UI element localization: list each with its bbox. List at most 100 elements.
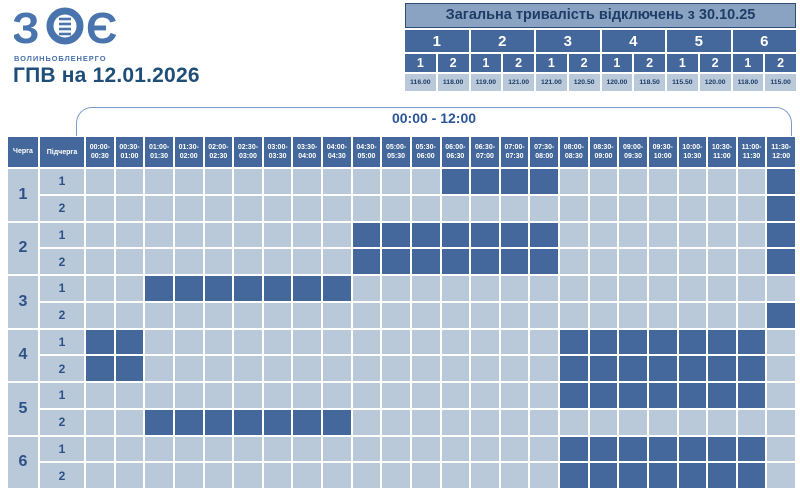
queue-number: 3	[8, 276, 38, 328]
clear-cell	[352, 383, 381, 408]
summary-duration-value: 116.00	[405, 74, 436, 91]
clear-cell	[708, 276, 736, 301]
clear-cell	[411, 276, 440, 301]
clear-cell	[471, 329, 499, 355]
outage-cell	[737, 463, 766, 488]
clear-cell	[471, 436, 499, 462]
outage-cell	[648, 329, 677, 355]
clear-cell	[619, 169, 647, 194]
outage-cell	[589, 356, 618, 381]
clear-cell	[648, 169, 677, 194]
clear-cell	[145, 329, 173, 355]
clear-cell	[648, 195, 677, 221]
clear-cell	[589, 276, 618, 301]
outage-cell	[678, 383, 707, 408]
clear-cell	[708, 409, 736, 435]
clear-cell	[500, 276, 529, 301]
clear-cell	[293, 356, 321, 381]
clear-cell	[619, 409, 647, 435]
outage-cell	[323, 409, 351, 435]
clear-cell	[471, 409, 499, 435]
clear-cell	[86, 222, 114, 248]
queue-number: 2	[8, 222, 38, 274]
outage-cell	[471, 249, 499, 274]
clear-cell	[293, 463, 321, 488]
clear-cell	[441, 302, 470, 328]
clear-cell	[737, 222, 766, 248]
outage-cell	[708, 356, 736, 381]
clear-cell	[589, 169, 618, 194]
clear-cell	[204, 329, 233, 355]
outage-cell	[708, 436, 736, 462]
outage-cell	[648, 463, 677, 488]
clear-cell	[174, 169, 203, 194]
clear-cell	[767, 383, 795, 408]
outage-cell	[441, 249, 470, 274]
timeline-brace: 00:00 - 12:00	[76, 107, 792, 136]
clear-cell	[263, 356, 292, 381]
queue-column-header: Черга	[8, 137, 38, 167]
clear-cell	[115, 276, 144, 301]
clear-cell	[767, 356, 795, 381]
outage-cell	[323, 276, 351, 301]
outage-cell	[174, 409, 203, 435]
clear-cell	[293, 383, 321, 408]
summary-queue-header: 6	[732, 30, 796, 52]
outage-cell	[204, 276, 233, 301]
clear-cell	[411, 356, 440, 381]
clear-cell	[263, 436, 292, 462]
time-slot-header: 00:00- 00:30	[86, 137, 114, 167]
clear-cell	[589, 409, 618, 435]
time-slot-header: 06:30- 07:00	[471, 137, 499, 167]
clear-cell	[737, 195, 766, 221]
subqueue-number: 1	[40, 222, 84, 248]
time-slot-header: 01:00- 01:30	[145, 137, 173, 167]
clear-cell	[86, 169, 114, 194]
clear-cell	[737, 302, 766, 328]
queue-number: 5	[8, 383, 38, 435]
outage-cell	[619, 356, 647, 381]
logo-letter-ye: Є	[86, 6, 117, 48]
time-slot-header: 05:00- 05:30	[382, 137, 410, 167]
outage-cell	[441, 169, 470, 194]
clear-cell	[86, 436, 114, 462]
summary-duration-value: 118.00	[437, 74, 469, 91]
clear-cell	[323, 169, 351, 194]
logo-letter-z: З	[14, 6, 40, 48]
clear-cell	[293, 169, 321, 194]
outage-cell	[263, 409, 292, 435]
time-slot-header: 04:30- 05:00	[352, 137, 381, 167]
clear-cell	[411, 383, 440, 408]
outage-cell	[500, 222, 529, 248]
outage-cell	[204, 409, 233, 435]
clear-cell	[678, 249, 707, 274]
summary-queue-header: 4	[601, 30, 665, 52]
outage-cell	[678, 356, 707, 381]
clear-cell	[234, 356, 262, 381]
clear-cell	[441, 409, 470, 435]
summary-duration-value: 120.00	[601, 74, 633, 91]
clear-cell	[441, 463, 470, 488]
clear-cell	[86, 463, 114, 488]
clear-cell	[263, 222, 292, 248]
subqueue-column-header: Підчерга	[40, 137, 84, 167]
clear-cell	[708, 249, 736, 274]
clear-cell	[648, 409, 677, 435]
clear-cell	[678, 302, 707, 328]
clear-cell	[145, 169, 173, 194]
clear-cell	[560, 222, 588, 248]
clear-cell	[500, 383, 529, 408]
clear-cell	[767, 409, 795, 435]
clear-cell	[323, 463, 351, 488]
summary-subqueue-header: 2	[634, 54, 665, 72]
clear-cell	[86, 383, 114, 408]
clear-cell	[204, 356, 233, 381]
clear-cell	[382, 276, 410, 301]
clear-cell	[352, 409, 381, 435]
outage-cell	[619, 329, 647, 355]
clear-cell	[589, 222, 618, 248]
outage-cell	[471, 222, 499, 248]
clear-cell	[411, 463, 440, 488]
time-slot-header: 08:30- 09:00	[589, 137, 618, 167]
clear-cell	[145, 302, 173, 328]
